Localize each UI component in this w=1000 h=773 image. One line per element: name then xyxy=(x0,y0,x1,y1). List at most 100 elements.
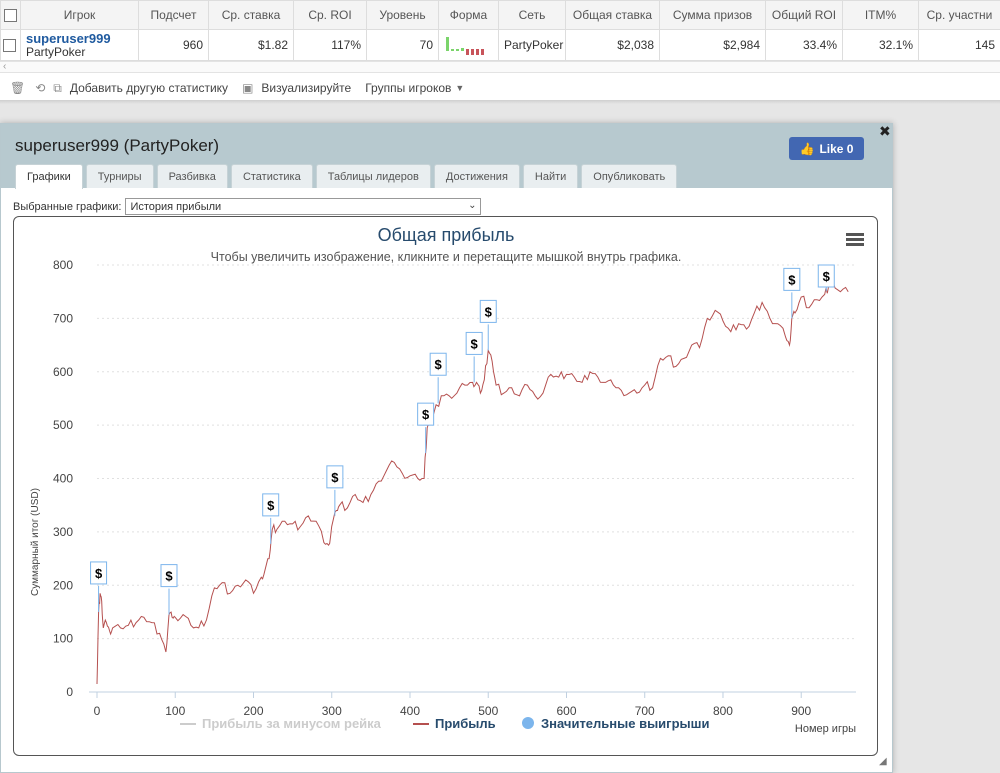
dollar-icon: $ xyxy=(435,357,443,372)
chart-subtitle: Чтобы увеличить изображение, кликните и … xyxy=(211,250,682,264)
add-stats-button[interactable]: ⧉ Добавить другую статистику xyxy=(53,81,228,96)
tab-leaderboards[interactable]: Таблицы лидеров xyxy=(316,164,431,188)
big-win-flag[interactable]: $ xyxy=(466,332,482,382)
profit-chart[interactable]: Общая прибыль Чтобы увеличить изображени… xyxy=(14,217,877,755)
col-header-itm[interactable]: ITM% xyxy=(843,1,919,30)
dollar-icon: $ xyxy=(788,272,796,287)
y-tick-label: 800 xyxy=(53,258,73,272)
player-name-link[interactable]: superuser999 xyxy=(26,32,133,46)
x-tick-label: 900 xyxy=(791,704,811,718)
col-header-avg-entrants[interactable]: Ср. участни xyxy=(919,1,1000,30)
y-tick-label: 500 xyxy=(53,418,73,432)
tab-find[interactable]: Найти xyxy=(523,164,578,188)
chevron-down-icon: ⌄ xyxy=(468,200,476,211)
table-toolbar: 🗑 ⟲ ⧉ Добавить другую статистику ▣ Визуа… xyxy=(0,77,1000,99)
x-tick-label: 100 xyxy=(165,704,185,718)
big-win-flag[interactable]: $ xyxy=(263,494,279,544)
resize-handle-icon[interactable]: ◢ xyxy=(879,756,887,767)
col-header-avg-roi[interactable]: Ср. ROI xyxy=(294,1,367,30)
visualize-label: Визуализируйте xyxy=(261,81,351,95)
big-win-flag[interactable]: $ xyxy=(161,565,177,615)
tab-statistics[interactable]: Статистика xyxy=(231,164,313,188)
caret-down-icon: ▼ xyxy=(455,83,464,93)
select-all-cell[interactable] xyxy=(1,1,21,30)
dollar-icon: $ xyxy=(471,336,479,351)
tab-tournaments[interactable]: Турниры xyxy=(86,164,154,188)
chart-title: Общая прибыль xyxy=(378,225,515,245)
y-tick-label: 100 xyxy=(53,632,73,646)
table-row[interactable]: superuser999 PartyPoker 960 $1.82 117% 7… xyxy=(1,30,1000,61)
col-header-avg-stake[interactable]: Ср. ставка xyxy=(209,1,294,30)
big-win-flag[interactable]: $ xyxy=(784,268,800,318)
chart-selector-row: Выбранные графики: История прибыли ⌄ xyxy=(13,198,481,215)
tab-charts[interactable]: Графики xyxy=(15,164,83,189)
col-header-prize-sum[interactable]: Сумма призов xyxy=(660,1,766,30)
chart-menu-icon[interactable] xyxy=(846,233,864,246)
trash-icon[interactable]: 🗑 xyxy=(10,81,25,95)
visualize-button[interactable]: ▣ Визуализируйте xyxy=(242,81,351,95)
dialog-title: superuser999 (PartyPoker) xyxy=(15,136,219,156)
y-axis-label: Суммарный итог (USD) xyxy=(30,488,41,596)
big-wins-flags: $$$$$$$$$$ xyxy=(91,265,835,615)
x-tick-label: 0 xyxy=(94,704,101,718)
scroll-left-icon[interactable]: ‹ xyxy=(3,61,6,72)
col-header-form[interactable]: Форма xyxy=(439,1,499,30)
cell-prize-sum: $2,984 xyxy=(660,30,766,61)
chart-legend: Прибыль за минусом рейка Прибыль Значите… xyxy=(180,716,709,731)
cell-total-stake: $2,038 xyxy=(566,30,660,61)
chart-container[interactable]: Общая прибыль Чтобы увеличить изображени… xyxy=(13,216,878,756)
chart-grid xyxy=(89,265,856,692)
y-tick-label: 700 xyxy=(53,311,73,325)
y-tick-label: 300 xyxy=(53,525,73,539)
y-tick-label: 400 xyxy=(53,472,73,486)
dollar-icon: $ xyxy=(95,566,103,581)
player-groups-label: Группы игроков xyxy=(365,81,451,95)
big-win-flag[interactable]: $ xyxy=(327,466,343,516)
big-win-flag[interactable]: $ xyxy=(91,562,107,612)
legend-label-big-wins: Значительные выигрыши xyxy=(541,716,709,731)
chart-select[interactable]: История прибыли ⌄ xyxy=(125,198,481,215)
chart-select-value: История прибыли xyxy=(130,201,221,213)
col-header-network[interactable]: Сеть xyxy=(499,1,566,30)
x-axis-label: Номер игры xyxy=(795,723,856,735)
legend-label-profit: Прибыль xyxy=(435,716,496,731)
col-header-total-stake[interactable]: Общая ставка xyxy=(566,1,660,30)
legend-item-rake[interactable]: Прибыль за минусом рейка xyxy=(180,716,382,731)
player-network: PartyPoker xyxy=(26,46,133,59)
cell-itm: 32.1% xyxy=(843,30,919,61)
cell-form xyxy=(439,30,499,61)
dollar-icon: $ xyxy=(267,498,275,513)
close-icon[interactable]: ✖ xyxy=(879,123,891,140)
x-tick-label: 800 xyxy=(713,704,733,718)
horizontal-scrollbar[interactable]: ‹ xyxy=(0,61,1000,73)
cell-avg-stake: $1.82 xyxy=(209,30,294,61)
cell-avg-roi: 117% xyxy=(294,30,367,61)
table-header-row: Игрок Подсчет Ср. ставка Ср. ROI Уровень… xyxy=(1,1,1000,30)
refresh-icon[interactable]: ⟲ xyxy=(35,81,45,95)
col-header-player[interactable]: Игрок xyxy=(21,1,139,30)
big-win-flag[interactable]: $ xyxy=(418,403,434,453)
player-groups-dropdown[interactable]: Группы игроков ▼ xyxy=(365,81,464,95)
selected-charts-label: Выбранные графики: xyxy=(13,201,121,213)
select-all-checkbox[interactable] xyxy=(4,9,17,22)
image-icon: ▣ xyxy=(242,81,253,95)
col-header-total-roi[interactable]: Общий ROI xyxy=(766,1,843,30)
legend-label-rake: Прибыль за минусом рейка xyxy=(202,716,382,731)
col-header-level[interactable]: Уровень xyxy=(367,1,439,30)
legend-item-big-wins[interactable]: Значительные выигрыши xyxy=(522,716,709,731)
dialog-tabs: Графики Турниры Разбивка Статистика Табл… xyxy=(15,164,677,189)
tab-publish[interactable]: Опубликовать xyxy=(581,164,677,188)
cell-network: PartyPoker xyxy=(499,30,566,61)
tab-achievements[interactable]: Достижения xyxy=(434,164,520,188)
legend-item-profit[interactable]: Прибыль xyxy=(413,716,496,731)
add-stats-label: Добавить другую статистику xyxy=(70,81,228,95)
col-header-count[interactable]: Подсчет xyxy=(139,1,209,30)
facebook-like-button[interactable]: 👍 Like 0 xyxy=(789,137,864,160)
big-win-flag[interactable]: $ xyxy=(818,265,834,291)
cell-count: 960 xyxy=(139,30,209,61)
tab-breakdown[interactable]: Разбивка xyxy=(157,164,228,188)
row-checkbox[interactable] xyxy=(3,39,16,52)
cell-level: 70 xyxy=(367,30,439,61)
form-sparkline xyxy=(444,33,494,55)
